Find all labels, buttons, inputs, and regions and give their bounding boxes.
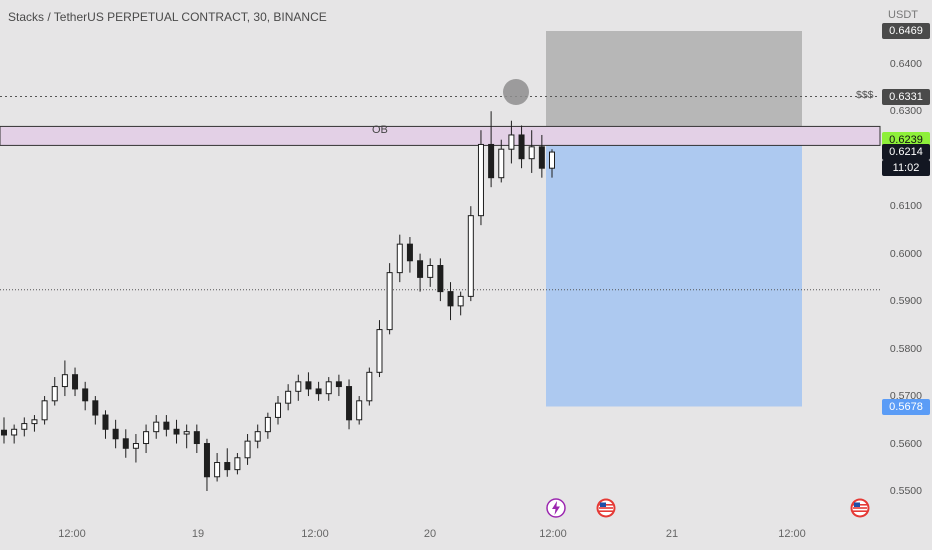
- candle-body: [508, 134, 515, 150]
- chart-title: Stacks / TetherUS PERPETUAL CONTRACT, 30…: [8, 10, 327, 24]
- candle-body: [356, 400, 363, 421]
- candle-body: [51, 386, 58, 402]
- candle-body: [376, 329, 383, 373]
- candle-body: [163, 421, 170, 430]
- candle-body: [437, 265, 444, 293]
- x-axis-tick-label: 12:00: [58, 528, 86, 540]
- candle-body: [21, 423, 28, 430]
- candle-body: [153, 421, 160, 433]
- us-flag-icon[interactable]: [850, 498, 870, 518]
- liquidity-label: $$$: [856, 89, 874, 101]
- candle-countdown: 11:02: [882, 160, 930, 177]
- y-axis-tick-label: 0.6100: [889, 200, 922, 213]
- candle-body: [518, 134, 525, 160]
- candle-body: [132, 443, 139, 449]
- candle-body: [488, 143, 495, 179]
- candle-body: [396, 243, 403, 274]
- candle-body: [346, 386, 353, 421]
- candle-body: [538, 146, 545, 169]
- candle-body: [122, 438, 129, 449]
- candle-body: [183, 431, 190, 435]
- candle-body: [315, 388, 322, 395]
- candle-body: [92, 400, 99, 416]
- candle-body: [193, 431, 200, 445]
- order-block-zone: [0, 125, 881, 146]
- candle-body: [386, 272, 393, 331]
- candle-body: [31, 419, 38, 425]
- candle-body: [417, 260, 424, 278]
- target-zone: [546, 140, 802, 407]
- candle-body: [447, 291, 454, 307]
- candle-body: [406, 243, 413, 262]
- candle-body: [112, 428, 119, 440]
- liquidity-price-tag: 0.6331: [882, 88, 930, 105]
- candle-body: [275, 402, 281, 418]
- candle-body: [61, 374, 68, 388]
- candle-body: [102, 414, 109, 430]
- candle-body: [477, 143, 484, 217]
- y-axis-tick-label: 0.6300: [889, 105, 922, 118]
- lightning-icon[interactable]: [546, 498, 566, 518]
- x-axis-tick-label: 12:00: [301, 528, 329, 540]
- y-axis-tick-label: 0.5600: [889, 437, 922, 450]
- candle-body: [203, 443, 210, 478]
- candle-body: [41, 400, 48, 421]
- y-axis-tick-label: 0.6000: [889, 247, 922, 260]
- candle-body: [173, 428, 180, 435]
- candle-body: [335, 381, 342, 388]
- candle-body: [325, 381, 332, 395]
- candle-body: [214, 462, 221, 478]
- candle-body: [143, 431, 150, 445]
- candle-body: [457, 295, 464, 307]
- x-axis-tick-label: 12:00: [778, 528, 806, 540]
- y-axis-tick-label: 0.6400: [889, 57, 922, 70]
- candle-body: [224, 462, 231, 471]
- liquidity-sweep-marker: [503, 79, 529, 105]
- candle-body: [234, 457, 241, 471]
- candle-body: [82, 388, 89, 402]
- y-axis-tick-label: 0.5800: [889, 342, 922, 355]
- x-axis-tick-label: 19: [191, 528, 205, 540]
- candle-body: [285, 390, 292, 404]
- stop-price-tag: 0.5678: [882, 398, 930, 415]
- x-axis-tick-label: 20: [423, 528, 437, 540]
- x-axis-tick-label: 12:00: [539, 528, 567, 540]
- candle-body: [264, 416, 271, 433]
- candle-body: [295, 381, 302, 392]
- candle-body: [549, 151, 555, 169]
- price-unit-label: USDT: [888, 9, 918, 21]
- candle-body: [305, 381, 312, 390]
- candle-body: [366, 371, 373, 402]
- candle-body: [72, 374, 79, 390]
- candle-body: [498, 148, 505, 179]
- target-price-tag: 0.6469: [882, 23, 930, 39]
- candle-body: [427, 265, 434, 278]
- candle-body: [467, 215, 474, 297]
- y-axis-tick-label: 0.5500: [889, 485, 922, 497]
- candle-body: [528, 146, 535, 160]
- candle-body: [1, 429, 7, 436]
- candle-body: [11, 428, 18, 436]
- y-axis-tick-label: 0.5900: [889, 295, 922, 308]
- x-axis-tick-label: 21: [665, 528, 679, 540]
- current-price-tag: 0.6214: [882, 144, 930, 161]
- stop-zone: [546, 31, 802, 141]
- order-block-label: OB: [372, 124, 388, 136]
- us-flag-icon[interactable]: [596, 498, 616, 518]
- candle-body: [254, 431, 261, 442]
- candle-body: [244, 440, 251, 459]
